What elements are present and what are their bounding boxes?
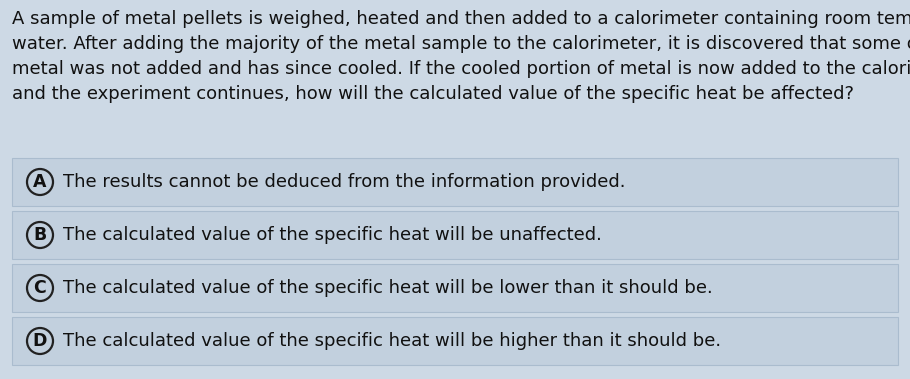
FancyBboxPatch shape [12,158,898,206]
Text: The results cannot be deduced from the information provided.: The results cannot be deduced from the i… [63,173,625,191]
FancyBboxPatch shape [12,264,898,312]
Text: C: C [34,279,46,297]
Text: The calculated value of the specific heat will be unaffected.: The calculated value of the specific hea… [63,226,602,244]
Text: The calculated value of the specific heat will be higher than it should be.: The calculated value of the specific hea… [63,332,721,350]
Text: A sample of metal pellets is weighed, heated and then added to a calorimeter con: A sample of metal pellets is weighed, he… [12,10,910,103]
Text: The calculated value of the specific heat will be lower than it should be.: The calculated value of the specific hea… [63,279,713,297]
Text: A: A [34,173,46,191]
FancyBboxPatch shape [12,211,898,259]
Text: D: D [33,332,47,350]
FancyBboxPatch shape [12,317,898,365]
Text: B: B [34,226,46,244]
